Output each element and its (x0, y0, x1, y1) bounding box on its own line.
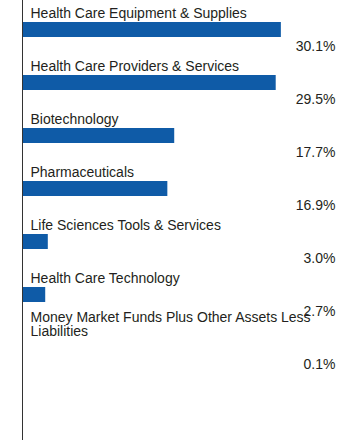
svg-text:3.0%: 3.0% (304, 250, 336, 266)
svg-text:Money Market Funds Plus Other: Money Market Funds Plus Other Assets Les… (31, 309, 311, 339)
svg-text:0.1%: 0.1% (304, 356, 336, 372)
svg-text:Health Care Technology: Health Care Technology (31, 270, 180, 286)
svg-text:Pharmaceuticals: Pharmaceuticals (31, 164, 135, 180)
svg-text:30.1%: 30.1% (296, 38, 336, 54)
svg-text:29.5%: 29.5% (296, 91, 336, 107)
svg-text:16.9%: 16.9% (296, 197, 336, 213)
svg-text:Health Care Equipment & Suppli: Health Care Equipment & Supplies (31, 5, 247, 21)
svg-text:Biotechnology: Biotechnology (31, 111, 119, 127)
svg-text:Health Care Providers & Servic: Health Care Providers & Services (31, 58, 240, 74)
svg-text:2.7%: 2.7% (304, 303, 336, 319)
svg-text:17.7%: 17.7% (296, 144, 336, 160)
svg-text:Life Sciences Tools & Services: Life Sciences Tools & Services (31, 217, 221, 233)
